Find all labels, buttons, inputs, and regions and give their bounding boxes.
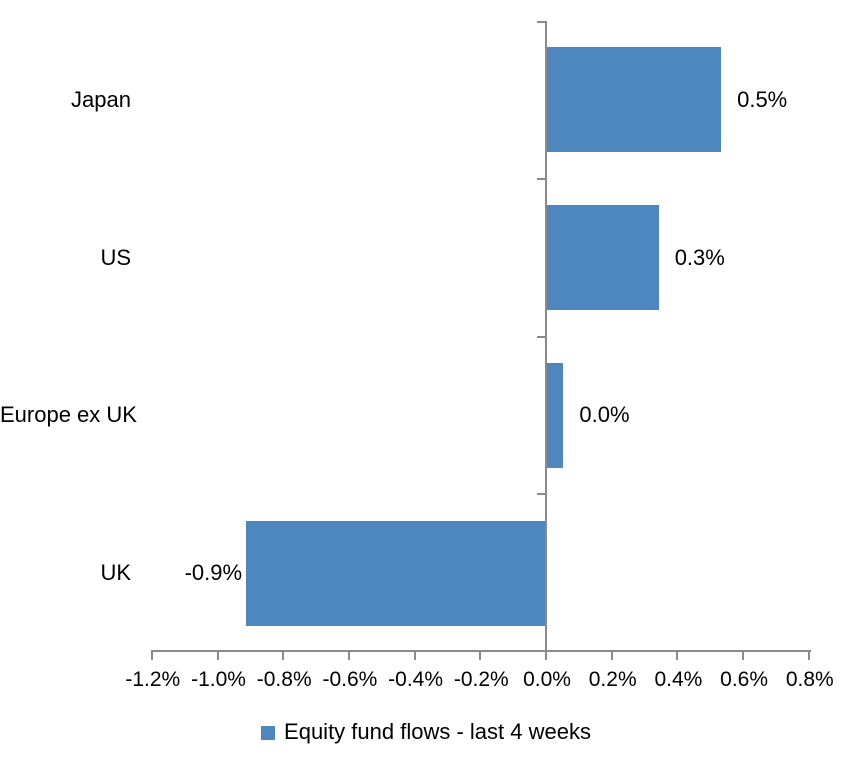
legend-label: Equity fund flows - last 4 weeks	[284, 719, 591, 744]
x-tick-label: -1.0%	[191, 668, 246, 691]
x-axis-tick-mark	[742, 650, 745, 660]
category-label: Japan	[71, 86, 131, 112]
x-axis-tick-mark	[413, 650, 416, 660]
bar	[547, 362, 564, 468]
bar-data-label: 0.0%	[579, 402, 630, 428]
y-axis-tick-mark	[537, 177, 545, 180]
x-tick-label: -0.8%	[256, 668, 312, 691]
x-axis-tick-mark	[282, 650, 285, 660]
bar	[547, 47, 722, 153]
x-axis-tick-mark	[479, 650, 482, 660]
x-tick-label: -0.2%	[453, 668, 509, 691]
x-axis-tick-mark	[610, 650, 613, 660]
category-label: US	[100, 244, 131, 270]
x-axis-tick-mark	[347, 650, 350, 660]
x-tick-label: 0.6%	[720, 668, 769, 691]
x-axis-tick-mark	[676, 650, 679, 660]
category-label: UK	[100, 560, 131, 586]
y-axis-tick-mark	[537, 493, 545, 496]
x-axis-tick-mark	[807, 650, 810, 660]
x-tick-label: 0.4%	[654, 668, 703, 691]
x-tick-label: -1.2%	[125, 668, 181, 691]
bar	[547, 205, 659, 311]
x-tick-label: 0.2%	[588, 668, 637, 691]
x-tick-label: -0.4%	[388, 668, 444, 691]
x-tick-label: 0.8%	[785, 668, 834, 691]
x-axis-tick-mark	[216, 650, 219, 660]
x-tick-label: -0.6%	[322, 668, 378, 691]
y-axis-line	[545, 21, 547, 652]
legend-swatch-icon	[261, 726, 276, 740]
bar	[246, 520, 545, 626]
category-label: Europe ex UK	[0, 402, 137, 428]
bar-data-label: 0.5%	[737, 86, 788, 112]
legend: Equity fund flows - last 4 weeks	[0, 719, 852, 745]
x-tick-label: 0.0%	[523, 668, 571, 691]
x-axis-tick-mark	[545, 650, 547, 660]
x-axis-line	[151, 650, 811, 652]
y-axis-tick-mark	[537, 335, 545, 338]
x-axis-tick-mark	[150, 650, 153, 660]
y-axis-tick-mark	[537, 21, 545, 23]
bar-data-label: 0.3%	[674, 244, 725, 270]
bar-data-label: -0.9%	[184, 560, 243, 586]
